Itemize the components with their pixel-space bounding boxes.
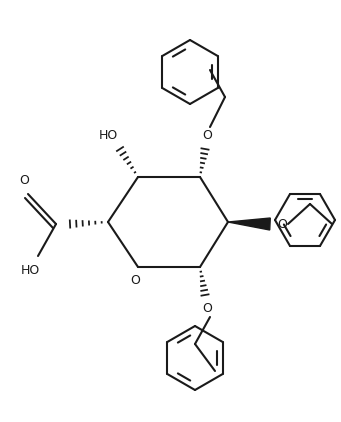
- Text: O: O: [130, 274, 140, 287]
- Text: O: O: [277, 217, 287, 230]
- Text: HO: HO: [20, 263, 40, 276]
- Text: O: O: [202, 129, 212, 141]
- Polygon shape: [228, 218, 270, 230]
- Text: HO: HO: [98, 129, 118, 141]
- Text: O: O: [19, 173, 29, 187]
- Text: O: O: [202, 303, 212, 316]
